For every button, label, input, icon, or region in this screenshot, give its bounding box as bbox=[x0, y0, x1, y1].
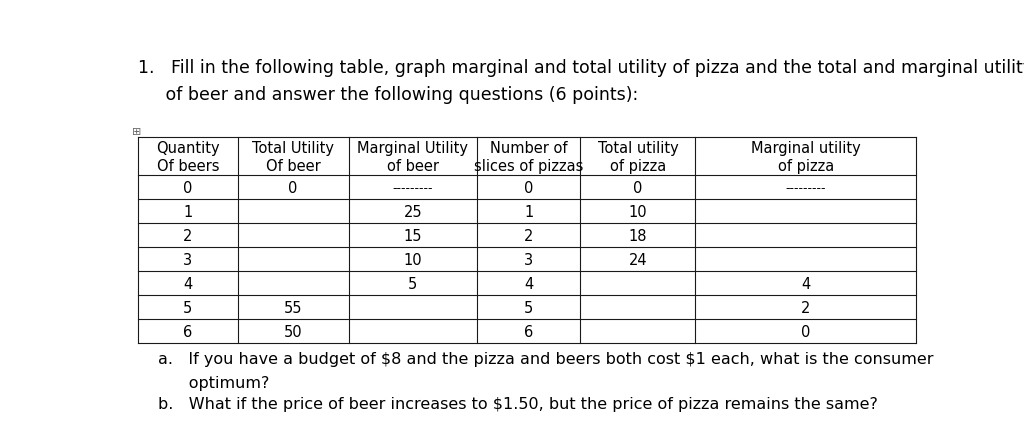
Text: 0: 0 bbox=[289, 180, 298, 195]
Text: of pizza: of pizza bbox=[609, 158, 666, 173]
Text: 6: 6 bbox=[183, 324, 193, 339]
Text: 5: 5 bbox=[409, 276, 418, 291]
Text: of beer and answer the following questions (6 points):: of beer and answer the following questio… bbox=[138, 86, 639, 104]
Text: optimum?: optimum? bbox=[158, 375, 269, 390]
Text: 15: 15 bbox=[403, 228, 422, 243]
Text: Of beer: Of beer bbox=[265, 158, 321, 173]
Text: 2: 2 bbox=[801, 300, 810, 315]
Text: of beer: of beer bbox=[387, 158, 439, 173]
Text: 4: 4 bbox=[801, 276, 810, 291]
Text: Total utility: Total utility bbox=[598, 140, 678, 155]
Text: a.   If you have a budget of \$8 and the pizza and beers both cost \$1 each, wha: a. If you have a budget of \$8 and the p… bbox=[158, 351, 934, 366]
Text: 0: 0 bbox=[801, 324, 810, 339]
Text: 3: 3 bbox=[524, 252, 534, 267]
Text: 2: 2 bbox=[183, 228, 193, 243]
Text: 55: 55 bbox=[284, 300, 302, 315]
Text: of pizza: of pizza bbox=[777, 158, 834, 173]
Text: 6: 6 bbox=[524, 324, 534, 339]
Text: 0: 0 bbox=[633, 180, 643, 195]
Text: 1: 1 bbox=[183, 204, 193, 219]
Text: 2: 2 bbox=[524, 228, 534, 243]
Text: 25: 25 bbox=[403, 204, 422, 219]
Text: 5: 5 bbox=[524, 300, 534, 315]
Text: Marginal Utility: Marginal Utility bbox=[357, 140, 468, 155]
Text: ---------: --------- bbox=[392, 181, 433, 194]
Text: 1.   Fill in the following table, graph marginal and total utility of pizza and : 1. Fill in the following table, graph ma… bbox=[138, 59, 1024, 77]
Text: 10: 10 bbox=[629, 204, 647, 219]
Text: 10: 10 bbox=[403, 252, 422, 267]
Text: Number of: Number of bbox=[490, 140, 567, 155]
Text: ---------: --------- bbox=[785, 181, 826, 194]
Text: 1: 1 bbox=[524, 204, 534, 219]
Text: b.   What if the price of beer increases to \$1.50, but the price of pizza remai: b. What if the price of beer increases t… bbox=[158, 396, 878, 411]
Text: Marginal utility: Marginal utility bbox=[751, 140, 860, 155]
Text: 0: 0 bbox=[524, 180, 534, 195]
Text: 50: 50 bbox=[284, 324, 302, 339]
Text: 24: 24 bbox=[629, 252, 647, 267]
Text: Quantity: Quantity bbox=[156, 140, 220, 155]
Text: Of beers: Of beers bbox=[157, 158, 219, 173]
Text: 4: 4 bbox=[524, 276, 534, 291]
Text: 3: 3 bbox=[183, 252, 193, 267]
Text: 18: 18 bbox=[629, 228, 647, 243]
Text: 4: 4 bbox=[183, 276, 193, 291]
Text: ⊞: ⊞ bbox=[132, 127, 141, 137]
Text: 0: 0 bbox=[183, 180, 193, 195]
Text: Total Utility: Total Utility bbox=[252, 140, 334, 155]
Text: 5: 5 bbox=[183, 300, 193, 315]
Text: slices of pizzas: slices of pizzas bbox=[474, 158, 584, 173]
